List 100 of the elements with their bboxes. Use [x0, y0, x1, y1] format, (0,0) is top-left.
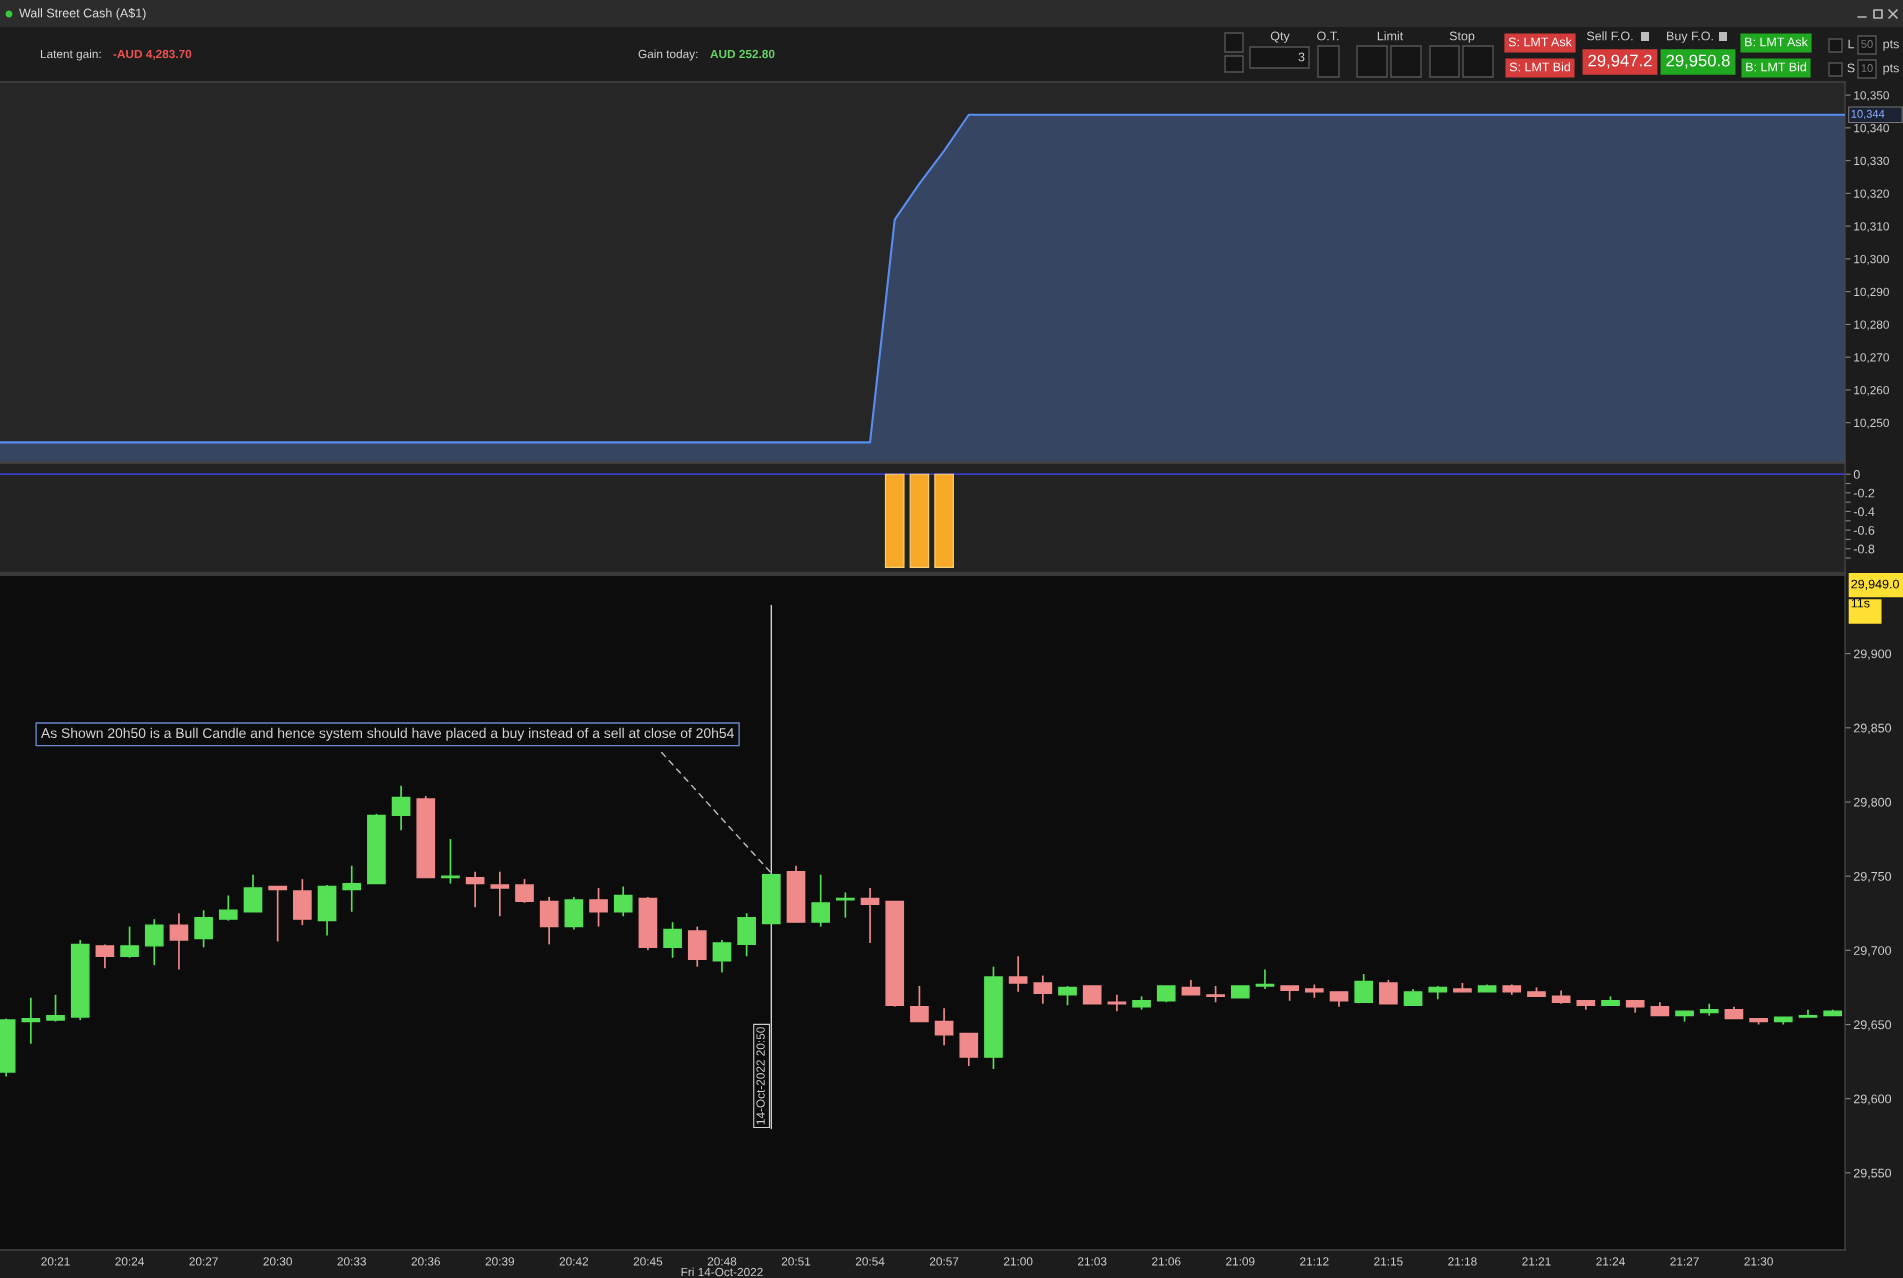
- text: -AUD 4,283.70: [113, 49, 192, 60]
- candlestick: [120, 925, 139, 959]
- candlestick: [1255, 968, 1275, 990]
- candlestick: [95, 943, 115, 969]
- y-tick-label: 29,600: [1853, 1094, 1892, 1105]
- x-tick-label: 21:00: [1003, 1257, 1033, 1266]
- candlestick: [441, 838, 460, 885]
- x-tick-label: 20:45: [633, 1257, 663, 1266]
- y-tick-label: 10,290: [1854, 287, 1889, 298]
- x-tick-label: 20:36: [411, 1257, 441, 1266]
- text: Limit: [1377, 31, 1404, 41]
- y-tick-label: 10,320: [1854, 189, 1889, 200]
- candlestick: [465, 870, 485, 909]
- text: AUD 252.80: [710, 49, 775, 59]
- text: 10,344: [1851, 109, 1885, 120]
- candlestick: [1354, 973, 1374, 1004]
- y-tick-label: 10,330: [1854, 156, 1889, 167]
- candlestick: [934, 1007, 954, 1047]
- y-tick-label: 10,260: [1854, 385, 1889, 396]
- x-tick-label: 20:27: [189, 1257, 218, 1266]
- y-tick-label: 10,340: [1854, 123, 1889, 134]
- y-tick-label: -0.8: [1853, 544, 1875, 554]
- y-tick-label: 29,900: [1853, 649, 1892, 660]
- x-tick-label: 20:42: [559, 1257, 589, 1266]
- x-tick-label: 21:06: [1152, 1257, 1181, 1266]
- x-tick-label: 20:39: [485, 1257, 515, 1266]
- text: 50: [1861, 40, 1873, 48]
- text: O.T.: [1317, 31, 1339, 41]
- y-tick-label: 0: [1853, 469, 1860, 479]
- x-tick-label: 20:30: [263, 1257, 292, 1266]
- candlestick: [391, 784, 411, 831]
- y-tick-label: 29,550: [1853, 1168, 1892, 1179]
- x-tick-label: 21:21: [1522, 1257, 1551, 1266]
- text: pts: [1883, 64, 1899, 75]
- candlestick: [663, 921, 682, 959]
- candlestick: [218, 894, 238, 922]
- text: S: LMT Ask: [1508, 37, 1572, 47]
- y-tick-label: 10,270: [1854, 353, 1889, 363]
- text: 10: [1861, 64, 1873, 72]
- text: Wall Street Cash (A$1): [19, 8, 146, 20]
- candlestick: [811, 873, 831, 928]
- y-tick-label: 10,350: [1854, 91, 1889, 101]
- x-tick-label: 21:27: [1670, 1257, 1699, 1266]
- x-tick-label: 20:48 Fri 14-Oct-2022: [681, 1257, 763, 1277]
- text: B: LMT Ask: [1745, 37, 1808, 47]
- text: 11s: [1851, 598, 1870, 608]
- y-tick-label: 10,280: [1854, 320, 1889, 331]
- candlestick: [1379, 979, 1398, 1005]
- text: B: LMT Bid: [1746, 62, 1806, 72]
- y-tick-label: 29,650: [1853, 1020, 1892, 1031]
- candlestick: [144, 918, 164, 966]
- candlestick: [613, 885, 633, 918]
- text: S: LMT Bid: [1509, 62, 1570, 72]
- candlestick: [169, 912, 189, 971]
- x-tick-label: 20:54: [855, 1257, 885, 1266]
- y-tick-label: -0.4: [1853, 507, 1875, 517]
- candlestick: [860, 887, 880, 944]
- candlestick: [194, 909, 213, 949]
- text: Sell F.O.: [1586, 31, 1633, 41]
- candlestick: [712, 939, 732, 974]
- ref-line-label: 14-Oct-2022 20:50: [756, 1027, 765, 1125]
- candlestick: [836, 891, 855, 919]
- x-tick-label: 21:09: [1226, 1257, 1255, 1266]
- candlestick: [515, 878, 534, 904]
- text: 29,949.0: [1851, 579, 1899, 590]
- y-tick-label: 29,700: [1853, 946, 1892, 957]
- text: Stop: [1449, 31, 1475, 43]
- candlestick: [21, 996, 41, 1045]
- x-tick-label: 21:03: [1078, 1257, 1107, 1266]
- annotation: As Shown 20h50 is a Bull Candle and hence system should have placed a buy instead of a sell at close of 20h54: [40, 727, 734, 741]
- y-tick-label: 29,750: [1853, 871, 1892, 883]
- candlestick: [268, 885, 288, 943]
- text: Latent gain:: [40, 49, 101, 61]
- candlestick: [1033, 974, 1053, 1005]
- x-tick-label: 21:18: [1448, 1257, 1477, 1266]
- candlestick: [589, 887, 608, 928]
- text: 29,950.8: [1666, 54, 1730, 69]
- y-tick-label: -0.2: [1853, 488, 1875, 498]
- y-tick-label: 10,250: [1854, 418, 1889, 429]
- y-tick-label: 10,310: [1854, 222, 1889, 232]
- candlestick: [959, 1032, 979, 1067]
- candlestick: [1008, 955, 1028, 993]
- x-tick-label: 20:21: [41, 1257, 70, 1266]
- text: Gain today:: [638, 49, 698, 61]
- x-tick-label: 21:24: [1596, 1257, 1625, 1266]
- x-tick-label: 21:12: [1300, 1257, 1329, 1266]
- text: S: [1847, 63, 1855, 73]
- y-tick-label: -0.6: [1853, 525, 1875, 535]
- x-tick-label: 20:51: [781, 1257, 811, 1266]
- y-tick-label: 10,300: [1854, 254, 1889, 265]
- candlestick: [490, 870, 510, 918]
- candlestick: [342, 864, 362, 913]
- y-tick-label: 29,850: [1853, 723, 1892, 734]
- x-tick-label: 21:15: [1374, 1257, 1403, 1266]
- text: 3: [1298, 52, 1305, 62]
- candlestick: [46, 994, 65, 1023]
- candlestick: [910, 985, 929, 1023]
- candlestick: [1058, 985, 1077, 1007]
- x-tick-label: 20:57: [929, 1257, 959, 1266]
- x-tick-label: 20:33: [337, 1257, 366, 1266]
